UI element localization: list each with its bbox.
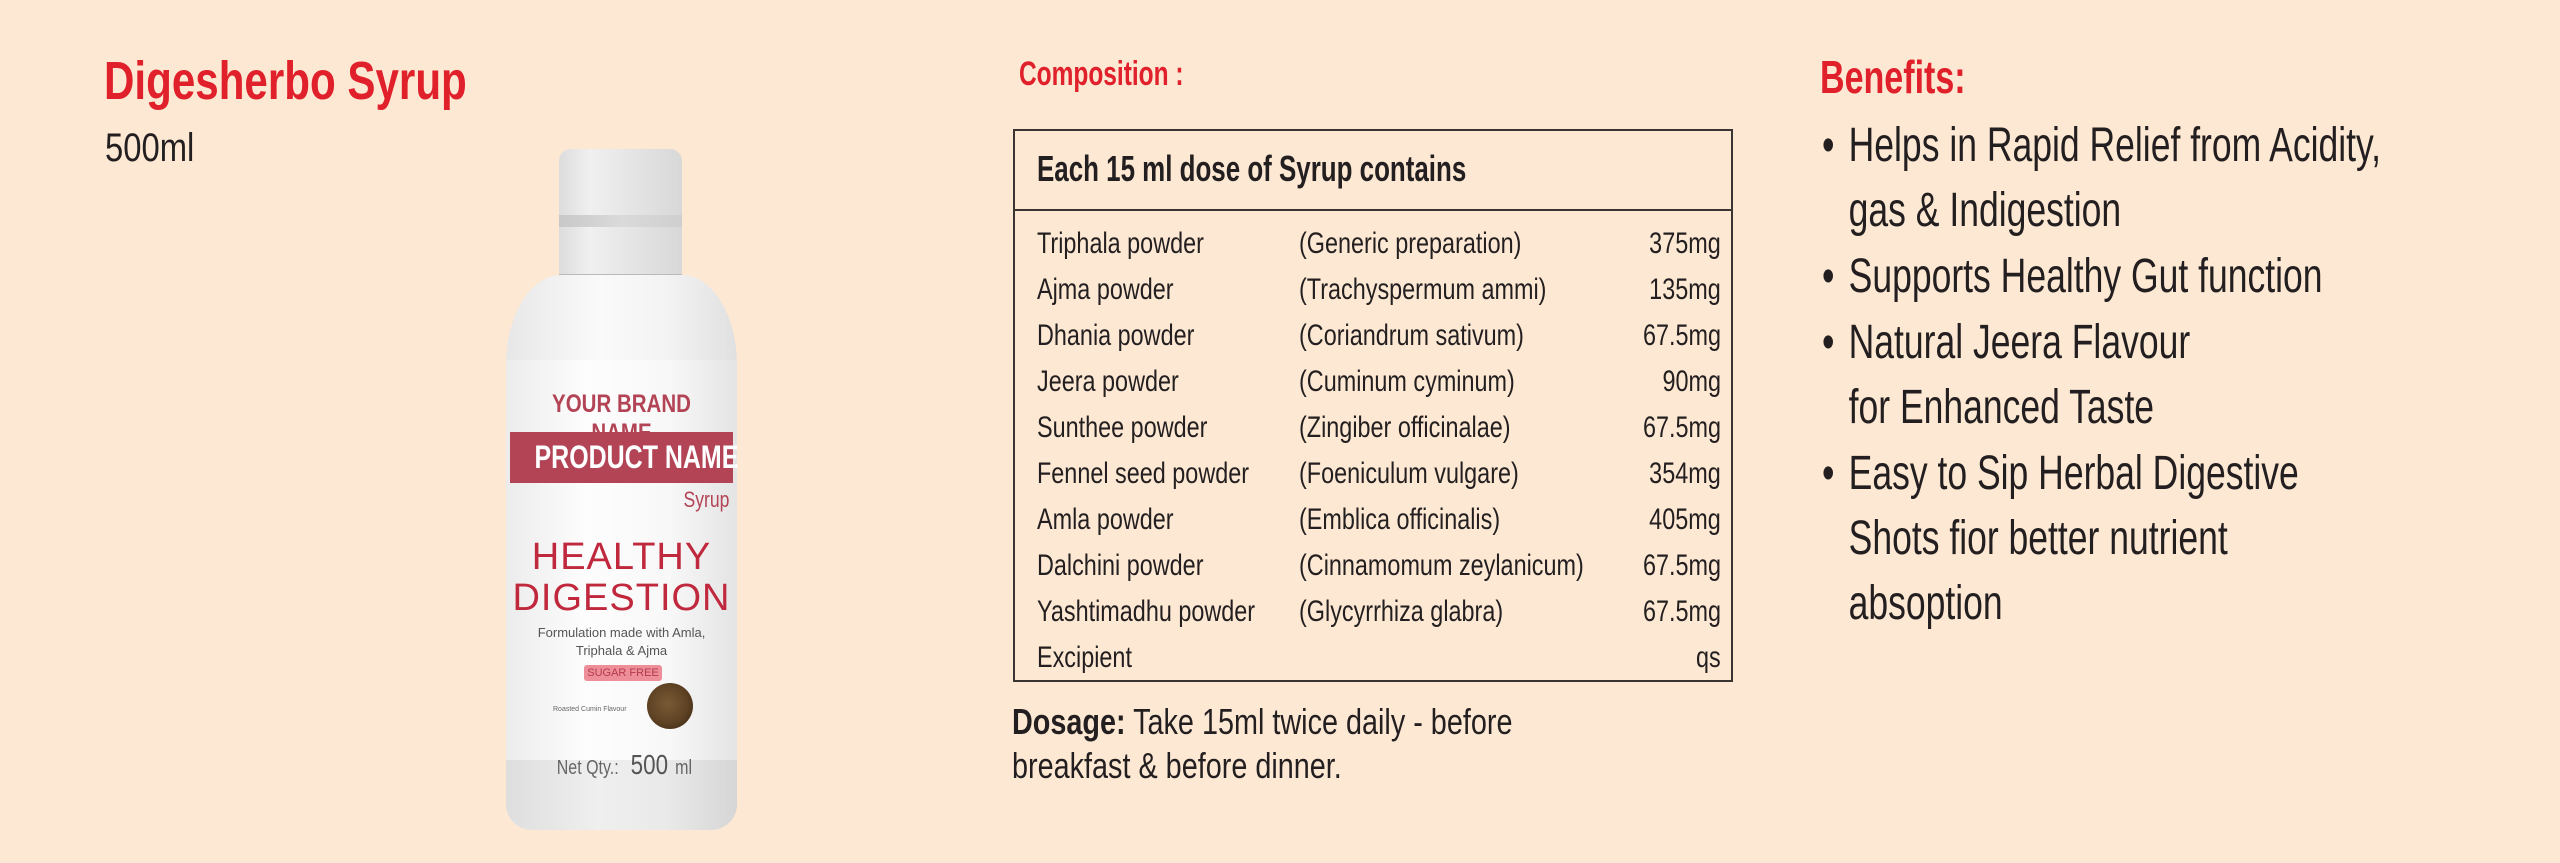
ingredient-name: Fennel seed powder — [1037, 457, 1250, 490]
ingredient-botanical: (Cinnamomum zeylanicum) — [1299, 549, 1584, 582]
bottle-type: Syrup — [683, 487, 729, 512]
ingredient-amount: 405mg — [1649, 503, 1721, 536]
table-row: Sunthee powder (Zingiber officinalae) 67… — [1015, 411, 1731, 457]
table-row: Jeera powder (Cuminum cyminum) 90mg — [1015, 365, 1731, 411]
ingredient-amount: 67.5mg — [1642, 411, 1721, 444]
bottle-cap — [559, 149, 682, 278]
bottle-tagline: HEALTHY DIGESTION — [512, 536, 731, 619]
bottle-product-name-band: PRODUCT NAME — [510, 432, 739, 483]
ingredient-name: Yashtimadhu powder — [1037, 595, 1256, 628]
benefit-item: • Supports Healthy Gut function — [1822, 244, 2323, 309]
ingredient-botanical: (Generic preparation) — [1299, 227, 1522, 260]
flavour-label: Roasted Cumin Flavour — [553, 706, 627, 713]
ingredient-botanical: (Emblica officinalis) — [1299, 503, 1501, 536]
table-row: Ajma powder (Trachyspermum ammi) 135mg — [1015, 273, 1731, 319]
ingredient-botanical: (Foeniculum vulgare) — [1299, 457, 1519, 490]
product-size: 500ml — [105, 126, 195, 170]
ingredient-name: Dhania powder — [1037, 319, 1195, 352]
product-bottle-image: YOUR BRAND NAME PRODUCT NAME Syrup HEALT… — [500, 145, 745, 840]
table-row: Dhania powder (Coriandrum sativum) 67.5m… — [1015, 319, 1731, 365]
ingredient-botanical: (Coriandrum sativum) — [1299, 319, 1524, 352]
ingredient-botanical: (Cuminum cyminum) — [1299, 365, 1515, 398]
ingredient-amount: 67.5mg — [1642, 549, 1721, 582]
dosage-instructions: Dosage: Take 15ml twice daily - before b… — [1012, 700, 1620, 788]
ingredient-amount: 135mg — [1649, 273, 1721, 306]
table-row: Amla powder (Emblica officinalis) 405mg — [1015, 503, 1731, 549]
composition-table-header: Each 15 ml dose of Syrup contains — [1015, 131, 1731, 211]
bullet-icon: • — [1822, 250, 1835, 303]
sugar-free-badge: SUGAR FREE — [584, 665, 662, 681]
benefits-heading: Benefits: — [1820, 51, 1966, 103]
benefit-item: • Natural Jeera Flavour for Enhanced Tast… — [1822, 310, 2190, 440]
ingredient-name: Ajma powder — [1037, 273, 1174, 306]
ingredient-name: Excipient — [1037, 641, 1132, 674]
ingredient-botanical: (Glycyrrhiza glabra) — [1299, 595, 1504, 628]
ingredient-amount: 375mg — [1649, 227, 1721, 260]
ingredient-botanical: (Trachyspermum ammi) — [1299, 273, 1547, 306]
ingredient-amount: qs — [1696, 641, 1721, 674]
bottle-product-name: PRODUCT NAME — [534, 439, 739, 475]
bottle-net-qty: Net Qty.: 500 ml — [556, 749, 693, 780]
ingredient-amount: 354mg — [1649, 457, 1721, 490]
cumin-seeds-icon — [647, 683, 693, 729]
benefit-item: • Easy to Sip Herbal Digestive Shots fior… — [1822, 441, 2299, 636]
table-row: Triphala powder (Generic preparation) 37… — [1015, 227, 1731, 273]
ingredient-name: Jeera powder — [1037, 365, 1179, 398]
ingredient-amount: 90mg — [1662, 365, 1721, 398]
table-row: Dalchini powder (Cinnamomum zeylanicum) … — [1015, 549, 1731, 595]
ingredient-amount: 67.5mg — [1642, 319, 1721, 352]
ingredient-name: Triphala powder — [1037, 227, 1204, 260]
composition-heading: Composition : — [1019, 55, 1184, 93]
composition-table: Each 15 ml dose of Syrup contains Tripha… — [1013, 129, 1733, 682]
table-row: Excipient qs — [1015, 641, 1731, 687]
bullet-icon: • — [1822, 316, 1835, 369]
dosage-text: Take 15ml twice daily - before breakfast… — [1012, 701, 1513, 786]
benefit-item: • Helps in Rapid Relief from Acidity, gas… — [1822, 113, 2381, 243]
ingredient-amount: 67.5mg — [1642, 595, 1721, 628]
ingredient-name: Dalchini powder — [1037, 549, 1204, 582]
ingredient-botanical: (Zingiber officinalae) — [1299, 411, 1511, 444]
table-row: Fennel seed powder (Foeniculum vulgare) … — [1015, 457, 1731, 503]
table-row: Yashtimadhu powder (Glycyrrhiza glabra) … — [1015, 595, 1731, 641]
bullet-icon: • — [1822, 447, 1835, 500]
ingredient-name: Sunthee powder — [1037, 411, 1208, 444]
bottle-formulation: Formulation made with Amla, Triphala & A… — [537, 625, 706, 658]
dosage-label: Dosage: — [1012, 701, 1126, 742]
bullet-icon: • — [1822, 119, 1835, 172]
product-title: Digesherbo Syrup — [104, 51, 467, 111]
ingredient-name: Amla powder — [1037, 503, 1174, 536]
